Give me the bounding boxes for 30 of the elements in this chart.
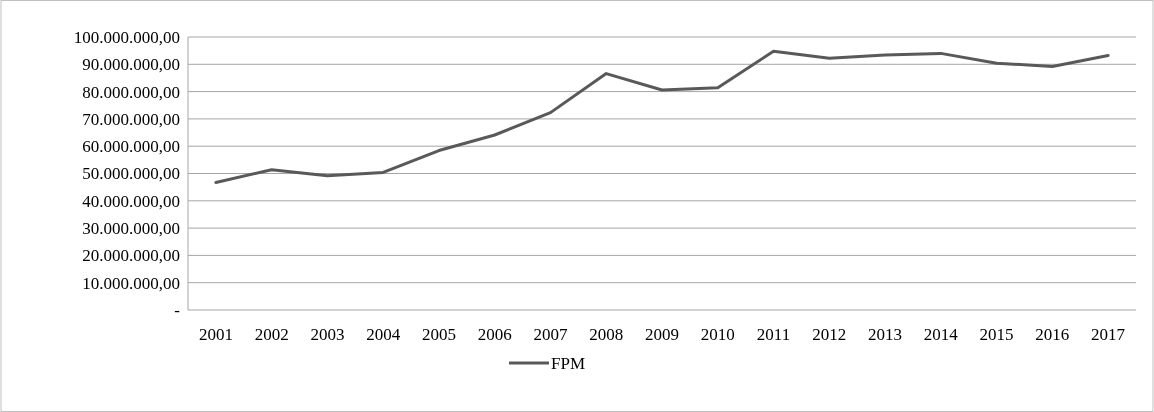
x-tick-label: 2011	[756, 325, 791, 344]
y-tick-label: 40.000.000,00	[82, 191, 180, 211]
x-tick-label: 2012	[812, 325, 847, 344]
x-tick-label: 2004	[366, 325, 401, 344]
x-tick-label: 2003	[310, 325, 345, 344]
x-tick-label: 2017	[1091, 325, 1126, 344]
y-tick-label: 80.000.000,00	[82, 82, 180, 102]
y-tick-label: 90.000.000,00	[82, 55, 180, 75]
x-tick-label: 2016	[1035, 325, 1070, 344]
x-tick-label: 2007	[533, 325, 568, 344]
x-tick-label: 2005	[421, 325, 456, 344]
x-tick-label: 2001	[198, 325, 233, 344]
y-tick-label: 60.000.000,00	[82, 137, 180, 157]
y-tick-label: 50.000.000,00	[82, 164, 180, 184]
x-tick-label: 2002	[254, 325, 289, 344]
y-tick-label: 20.000.000,00	[82, 246, 180, 266]
x-tick-label: 2013	[868, 325, 903, 344]
legend-label: FPM	[551, 353, 586, 373]
x-tick-label: 2009	[645, 325, 679, 344]
x-tick-label: 2014	[923, 325, 959, 344]
x-tick-label: 2006	[477, 325, 512, 344]
y-tick-label: 100.000.000,00	[73, 27, 180, 47]
x-tick-label: 2008	[589, 325, 624, 344]
x-tick-label: 2010	[700, 325, 735, 344]
line-series	[214, 49, 1110, 185]
x-tick-label: 2015	[979, 325, 1014, 344]
y-tick-label: 30.000.000,00	[82, 219, 180, 239]
y-tick-label: 70.000.000,00	[82, 109, 180, 129]
y-tick-label: 10.000.000,00	[82, 273, 180, 293]
y-tick-label: -	[174, 300, 181, 320]
